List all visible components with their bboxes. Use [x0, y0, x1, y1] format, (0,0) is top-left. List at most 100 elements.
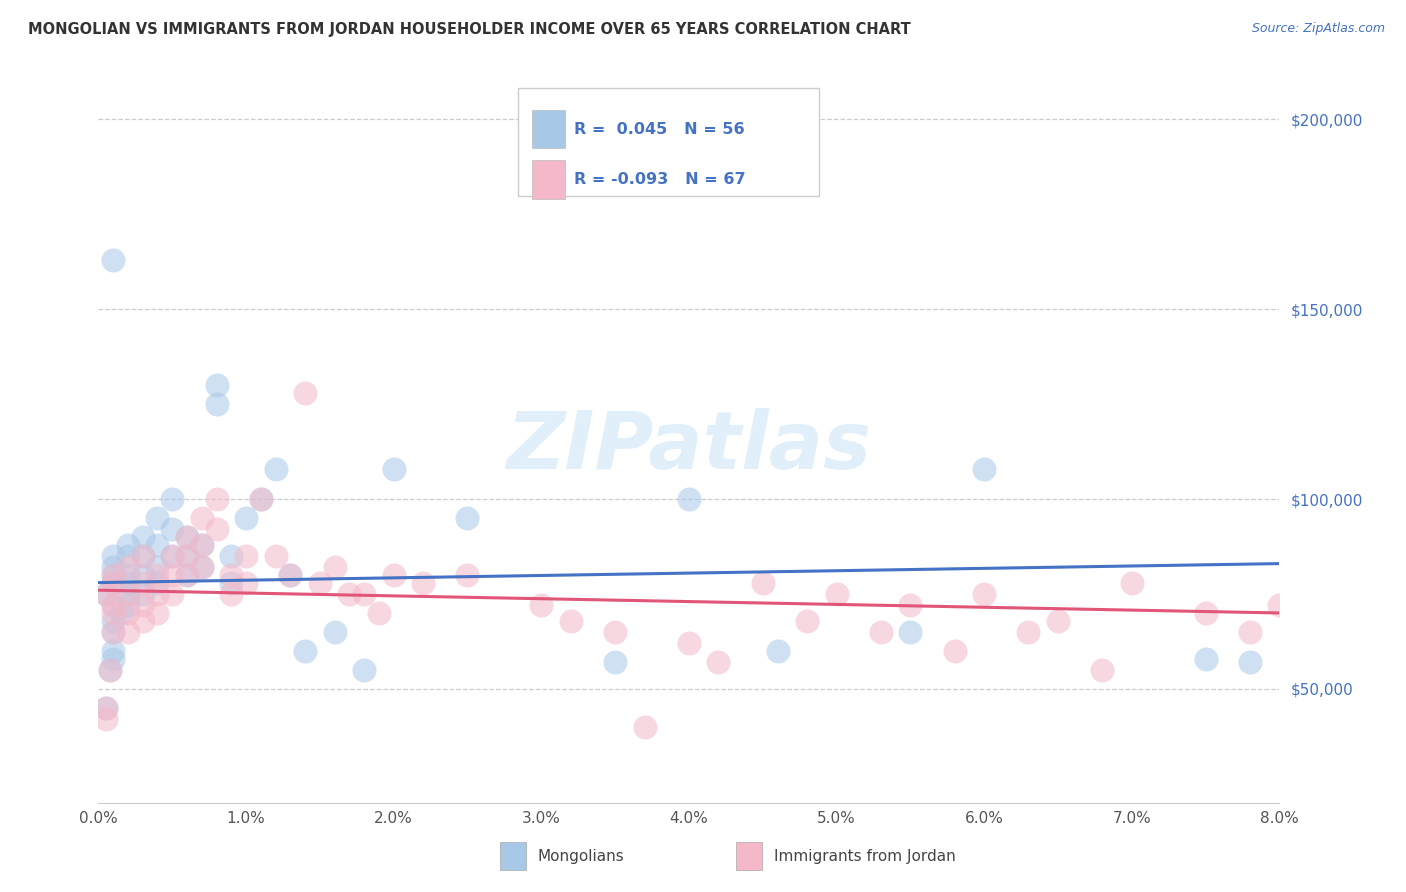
Point	[678, 491, 700, 506]
Point	[146, 606, 169, 620]
Point	[103, 624, 125, 639]
Point	[103, 599, 125, 613]
Point	[1046, 614, 1070, 628]
Point	[605, 624, 627, 639]
Point	[943, 644, 966, 658]
Text: Immigrants from Jordan: Immigrants from Jordan	[773, 848, 956, 863]
Point	[117, 568, 139, 582]
Point	[221, 587, 243, 601]
Point	[973, 461, 995, 475]
Text: Mongolians: Mongolians	[537, 848, 624, 863]
Point	[103, 568, 125, 582]
Point	[796, 614, 818, 628]
Point	[176, 549, 198, 563]
Point	[162, 549, 183, 563]
Point	[94, 712, 117, 726]
Point	[146, 575, 169, 590]
Point	[1121, 575, 1143, 590]
Point	[221, 568, 243, 582]
Bar	[501, 842, 526, 871]
Point	[339, 587, 361, 601]
Point	[1195, 651, 1218, 665]
Point	[457, 568, 479, 582]
Text: Source: ZipAtlas.com: Source: ZipAtlas.com	[1251, 22, 1385, 36]
Point	[368, 606, 391, 620]
Point	[117, 560, 139, 574]
Point	[132, 575, 155, 590]
Point	[973, 587, 995, 601]
Point	[117, 606, 139, 620]
Point	[323, 560, 346, 574]
Point	[117, 549, 139, 563]
Point	[117, 624, 139, 639]
Point	[110, 606, 132, 620]
Point	[1239, 624, 1261, 639]
Point	[205, 378, 228, 392]
Point	[191, 538, 214, 552]
Point	[900, 599, 922, 613]
Point	[132, 530, 155, 544]
Point	[280, 568, 302, 582]
Point	[98, 663, 121, 677]
Point	[146, 538, 169, 552]
Point	[94, 701, 117, 715]
Point	[900, 624, 922, 639]
Point	[176, 530, 198, 544]
Point	[176, 530, 198, 544]
Point	[146, 587, 169, 601]
Point	[103, 549, 125, 563]
Point	[117, 575, 139, 590]
Point	[323, 624, 346, 639]
Point	[707, 656, 730, 670]
FancyBboxPatch shape	[517, 88, 818, 195]
Point	[221, 549, 243, 563]
Point	[94, 701, 117, 715]
Bar	[531, 110, 565, 148]
Point	[353, 587, 375, 601]
Point	[412, 575, 434, 590]
Point	[191, 560, 214, 574]
Point	[678, 636, 700, 650]
Point	[103, 606, 125, 620]
Point	[103, 252, 125, 267]
Point	[132, 599, 155, 613]
Point	[103, 560, 125, 574]
Point	[191, 560, 214, 574]
Point	[146, 560, 169, 574]
Point	[560, 614, 582, 628]
Point	[221, 575, 243, 590]
Point	[162, 568, 183, 582]
Point	[103, 614, 125, 628]
Text: ZIPatlas: ZIPatlas	[506, 409, 872, 486]
Point	[752, 575, 775, 590]
Point	[117, 538, 139, 552]
Point	[766, 644, 789, 658]
Point	[103, 575, 125, 590]
Point	[825, 587, 848, 601]
Point	[132, 568, 155, 582]
Point	[205, 491, 228, 506]
Point	[457, 511, 479, 525]
Point	[103, 651, 125, 665]
Point	[1239, 656, 1261, 670]
Point	[264, 461, 287, 475]
Point	[205, 523, 228, 537]
Point	[103, 599, 125, 613]
Bar	[737, 842, 762, 871]
Point	[250, 491, 273, 506]
Point	[309, 575, 332, 590]
Text: R = -0.093   N = 67: R = -0.093 N = 67	[575, 172, 747, 187]
Bar	[531, 161, 565, 199]
Point	[1091, 663, 1114, 677]
Point	[382, 461, 405, 475]
Point	[103, 624, 125, 639]
Point	[191, 538, 214, 552]
Point	[162, 587, 183, 601]
Point	[176, 568, 198, 582]
Point	[103, 644, 125, 658]
Point	[176, 568, 198, 582]
Text: MONGOLIAN VS IMMIGRANTS FROM JORDAN HOUSEHOLDER INCOME OVER 65 YEARS CORRELATION: MONGOLIAN VS IMMIGRANTS FROM JORDAN HOUS…	[28, 22, 911, 37]
Point	[294, 644, 316, 658]
Point	[162, 549, 183, 563]
Point	[132, 614, 155, 628]
